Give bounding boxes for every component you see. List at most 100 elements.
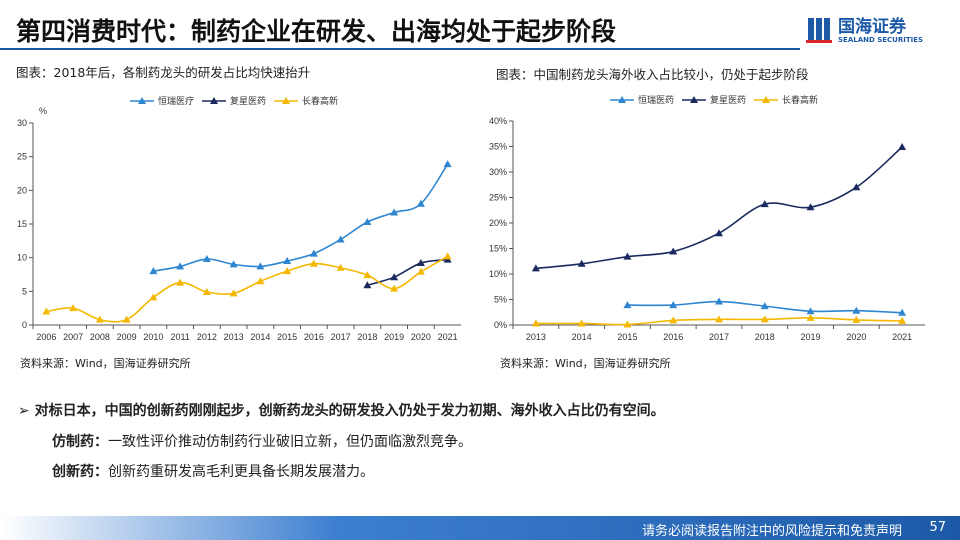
x-tick-label: 2016 [663,332,683,342]
logo-text-cn: 国海证券 [838,17,906,37]
logo-icon [806,18,832,43]
data-point-marker [283,257,292,265]
data-point-marker [122,315,131,323]
legend-marker [762,96,770,103]
y-tick-label: 15% [489,244,507,254]
company-logo: 国海证券 SEALAND SECURITIES [806,16,923,46]
x-tick-label: 2007 [63,332,83,342]
y-tick-label: 25 [17,152,27,162]
y-tick-label: 5% [494,295,507,305]
data-point-marker [898,143,907,151]
data-point-marker [852,315,861,323]
data-point-marker [149,293,158,301]
y-tick-label: 20 [17,185,27,195]
x-tick-label: 2017 [331,332,351,342]
series-line [535,146,903,270]
data-point-marker [390,208,399,216]
y-axis-label: % [39,106,47,116]
data-point-marker [416,267,425,275]
data-point-marker [416,259,425,267]
bullet-generic-text: 一致性评价推动仿制药行业破旧立新，但仍面临激烈竞争。 [108,434,472,450]
x-tick-label: 2020 [411,332,431,342]
data-point-marker [715,229,723,237]
data-point-marker [531,264,540,272]
data-point-marker [531,319,540,327]
legend-label: 恒瑞医药 [638,94,674,105]
x-tick-label: 2018 [357,332,377,342]
legend-label: 恒瑞医疗 [158,95,194,106]
bullet-main: ➢ 对标日本，中国的创新药刚刚起步，创新药龙头的研发投入仍处于发力初期、海外收入… [18,400,665,420]
data-point-marker [256,262,265,270]
data-point-marker [363,271,372,279]
data-point-marker [669,316,678,324]
x-tick-label: 2021 [438,332,458,342]
x-tick-label: 2020 [846,332,866,342]
data-point-marker [715,297,723,305]
y-tick-label: 5 [22,286,27,296]
data-point-marker [283,267,292,275]
data-point-marker [669,247,678,255]
footer-disclaimer: 请务必阅读报告附注中的风险提示和免责声明 [641,524,902,539]
y-tick-label: 35% [489,142,507,152]
bullet-innovative: 创新药：创新药重研发高毛利更具备长期发展潜力。 [52,461,374,481]
x-tick-label: 2018 [755,332,775,342]
chart1-source: 资料来源：Wind，国海证券研究所 [20,357,191,370]
x-tick-label: 2013 [526,332,546,342]
x-tick-label: 2009 [117,332,137,342]
data-point-marker [336,235,345,243]
data-point-marker [69,304,78,312]
data-point-marker [309,249,318,257]
y-tick-label: 25% [489,193,507,203]
data-point-marker [443,252,452,260]
x-tick-label: 2021 [892,332,912,342]
data-point-marker [623,252,632,260]
data-point-marker [715,315,723,323]
data-point-marker [336,263,345,271]
legend-marker [138,97,146,104]
y-tick-label: 0 [22,320,27,330]
data-point-marker [256,277,265,285]
x-tick-label: 2010 [143,332,163,342]
x-tick-label: 2015 [617,332,637,342]
logo-text-en: SEALAND SECURITIES [838,36,924,44]
x-tick-label: 2011 [170,332,189,342]
y-tick-label: 10% [489,269,507,279]
data-point-marker [898,316,907,324]
data-point-marker [443,160,452,168]
arrow-bullet-icon: ➢ [18,403,35,419]
x-tick-label: 2006 [36,332,56,342]
data-point-marker [229,289,238,297]
data-point-marker [202,255,211,263]
page-number: 57 [929,520,946,535]
x-tick-label: 2016 [304,332,324,342]
page-title: 第四消费时代：制药企业在研发、出海均处于起步阶段 [16,17,617,46]
y-tick-label: 30 [17,118,27,128]
data-point-marker [760,200,769,208]
legend-label: 复星医药 [710,94,746,105]
chart1-title: 图表：2018年后，各制药龙头的研发占比均快速抬升 [16,65,311,80]
legend-marker [282,97,290,104]
data-point-marker [806,307,815,315]
x-tick-label: 2015 [277,332,297,342]
data-point-marker [309,259,318,267]
data-point-marker [806,313,815,321]
data-point-marker [363,281,372,289]
y-tick-label: 20% [489,218,507,228]
x-tick-label: 2008 [90,332,110,342]
data-point-marker [95,315,104,323]
bullet-innovative-text: 创新药重研发高毛利更具备长期发展潜力。 [108,464,374,480]
data-point-marker [390,284,399,292]
series-line [153,163,449,272]
x-tick-label: 2019 [801,332,821,342]
data-point-marker [363,217,372,225]
legend-marker [210,97,218,104]
data-point-marker [390,273,399,281]
y-tick-label: 40% [489,116,507,126]
x-tick-label: 2014 [572,332,592,342]
y-tick-label: 15 [17,219,27,229]
data-point-marker [416,199,425,207]
x-tick-label: 2013 [224,332,244,342]
data-point-marker [176,278,185,286]
bullet-innovative-label: 创新药： [52,464,108,480]
data-point-marker [760,302,769,310]
